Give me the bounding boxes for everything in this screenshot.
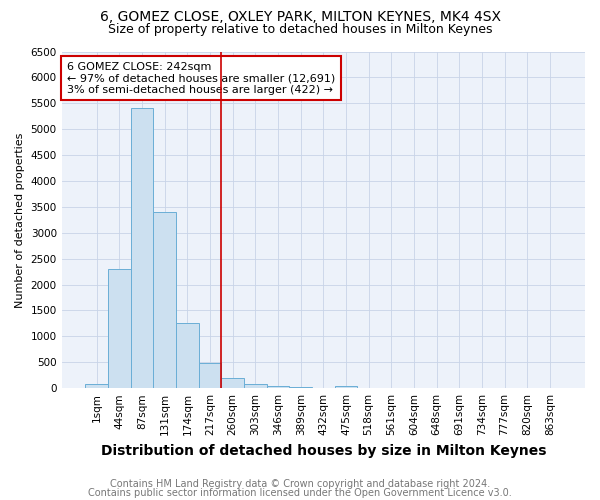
Text: Size of property relative to detached houses in Milton Keynes: Size of property relative to detached ho… bbox=[108, 22, 492, 36]
X-axis label: Distribution of detached houses by size in Milton Keynes: Distribution of detached houses by size … bbox=[101, 444, 546, 458]
Text: 6 GOMEZ CLOSE: 242sqm
← 97% of detached houses are smaller (12,691)
3% of semi-d: 6 GOMEZ CLOSE: 242sqm ← 97% of detached … bbox=[67, 62, 335, 95]
Bar bbox=[289, 386, 312, 388]
Text: Contains HM Land Registry data © Crown copyright and database right 2024.: Contains HM Land Registry data © Crown c… bbox=[110, 479, 490, 489]
Y-axis label: Number of detached properties: Number of detached properties bbox=[15, 132, 25, 308]
Bar bbox=[335, 386, 358, 388]
Bar bbox=[85, 384, 108, 388]
Bar bbox=[244, 384, 266, 388]
Text: 6, GOMEZ CLOSE, OXLEY PARK, MILTON KEYNES, MK4 4SX: 6, GOMEZ CLOSE, OXLEY PARK, MILTON KEYNE… bbox=[100, 10, 500, 24]
Bar bbox=[266, 386, 289, 388]
Bar bbox=[176, 324, 199, 388]
Bar bbox=[108, 269, 131, 388]
Bar bbox=[131, 108, 154, 388]
Bar bbox=[199, 363, 221, 388]
Bar bbox=[221, 378, 244, 388]
Bar bbox=[154, 212, 176, 388]
Text: Contains public sector information licensed under the Open Government Licence v3: Contains public sector information licen… bbox=[88, 488, 512, 498]
